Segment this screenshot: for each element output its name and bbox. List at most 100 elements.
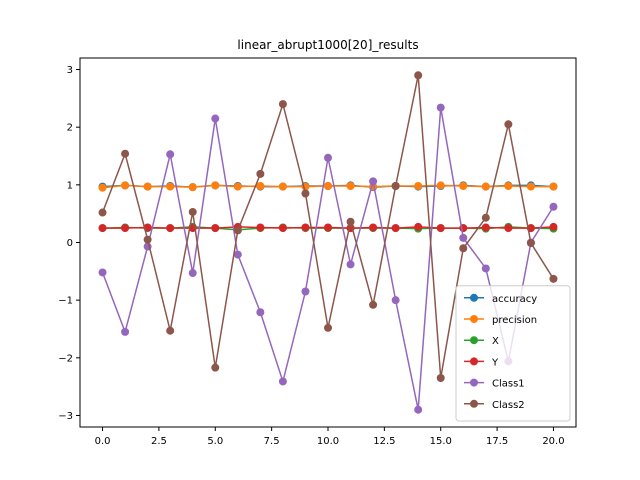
data-point-y: [414, 222, 423, 231]
data-point-y: [256, 223, 265, 232]
data-point-class2: [526, 239, 535, 248]
data-point-class2: [436, 373, 445, 382]
data-point-class1: [436, 103, 445, 112]
data-point-class2: [121, 149, 130, 158]
legend-item-accuracy: accuracy: [464, 293, 537, 305]
data-point-precision: [278, 182, 287, 191]
data-point-y: [98, 224, 107, 233]
data-point-class1: [278, 377, 287, 386]
data-point-class1: [98, 268, 107, 277]
data-point-class2: [301, 189, 310, 198]
data-point-precision: [121, 181, 130, 190]
legend: accuracy precision XY Class1 Class2: [455, 285, 571, 422]
legend-label: Y: [491, 357, 499, 368]
data-point-class1: [256, 308, 265, 317]
y-tick-label: 3: [67, 65, 73, 76]
data-point-precision: [459, 181, 468, 190]
chart-title: linear_abrupt1000[20]_results: [237, 38, 418, 52]
legend-swatch-marker: [470, 293, 478, 302]
data-point-class1: [414, 405, 423, 414]
x-tick-label: 20.0: [542, 436, 564, 447]
data-point-class1: [301, 287, 310, 296]
data-point-precision: [526, 182, 535, 191]
data-point-y: [369, 223, 378, 232]
legend-item-class1: Class1: [464, 378, 525, 390]
legend-swatch-marker: [470, 399, 478, 408]
data-point-class2: [98, 208, 107, 217]
y-tick-label: −2: [58, 353, 73, 364]
data-point-y: [481, 223, 490, 232]
data-point-class2: [369, 300, 378, 309]
series-precision: [98, 181, 558, 192]
data-point-precision: [211, 181, 220, 190]
data-point-precision: [166, 182, 175, 191]
data-point-class2: [414, 71, 423, 80]
y-tick-label: −3: [58, 411, 73, 422]
y-tick-label: −1: [58, 296, 73, 307]
data-point-precision: [346, 181, 355, 190]
data-point-y: [324, 223, 332, 232]
data-point-class2: [188, 207, 197, 216]
data-point-precision: [256, 181, 265, 190]
data-point-class2: [166, 326, 175, 335]
data-point-precision: [504, 181, 513, 190]
data-point-class2: [143, 235, 152, 244]
data-point-class1: [324, 153, 332, 162]
data-point-class1: [459, 233, 468, 242]
x-tick-label: 15.0: [430, 436, 452, 447]
x-tick-label: 7.5: [264, 436, 280, 447]
data-point-y: [549, 222, 558, 231]
data-point-y: [211, 224, 220, 233]
y-axis: −3 −2 −1 0 1 2 3: [58, 65, 80, 422]
x-tick-label: 5.0: [207, 436, 223, 447]
data-point-class2: [481, 213, 490, 222]
data-point-y: [278, 224, 287, 233]
data-point-precision: [436, 181, 445, 190]
data-point-class2: [346, 217, 355, 226]
legend-box: [455, 285, 571, 422]
data-point-class2: [211, 363, 220, 372]
data-point-precision: [233, 182, 242, 191]
x-tick-label: 0.0: [95, 436, 111, 447]
data-point-class2: [233, 226, 242, 235]
legend-label: Class2: [492, 400, 525, 411]
data-point-class1: [121, 327, 130, 336]
data-point-class1: [481, 264, 490, 273]
data-point-class2: [256, 169, 265, 178]
data-point-class1: [188, 269, 197, 278]
data-point-class1: [369, 177, 378, 186]
data-point-y: [391, 224, 400, 233]
data-point-class2: [459, 244, 468, 253]
data-point-class1: [211, 114, 220, 123]
data-point-y: [504, 224, 513, 233]
legend-item-x: X: [464, 336, 499, 347]
plot-area: [98, 71, 558, 414]
y-tick-label: 2: [67, 123, 73, 134]
legend-swatch-marker: [470, 378, 478, 387]
data-point-class2: [324, 323, 332, 332]
data-point-class1: [549, 202, 558, 211]
series-class1: [98, 103, 558, 414]
data-point-class1: [166, 150, 175, 159]
legend-item-y: Y: [464, 357, 499, 368]
data-point-class1: [233, 250, 242, 259]
data-point-class1: [391, 296, 400, 305]
legend-label: X: [492, 336, 499, 347]
data-point-class2: [504, 120, 513, 129]
data-point-y: [166, 224, 175, 233]
x-tick-label: 17.5: [486, 436, 508, 447]
data-point-class1: [346, 260, 355, 269]
data-point-precision: [324, 181, 332, 190]
data-point-precision: [188, 183, 197, 192]
data-point-precision: [481, 182, 490, 191]
data-point-class2: [391, 181, 400, 190]
series-class2: [98, 71, 558, 382]
legend-swatch-marker: [470, 315, 478, 323]
data-point-class2: [278, 100, 287, 109]
legend-label: accuracy: [492, 294, 537, 305]
x-tick-label: 10.0: [317, 436, 339, 447]
legend-item-class2: Class2: [464, 399, 525, 411]
legend-swatch-marker: [470, 336, 478, 345]
x-tick-label: 12.5: [373, 436, 395, 447]
